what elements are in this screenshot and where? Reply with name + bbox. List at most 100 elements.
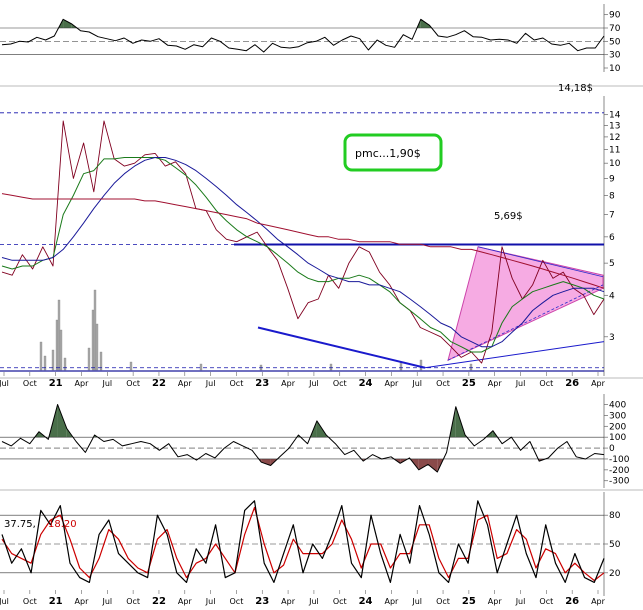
stoch-x-tick-label: Oct bbox=[436, 597, 450, 606]
volume-bar bbox=[199, 363, 203, 371]
price-y-tick-label: 4 bbox=[609, 291, 615, 301]
price-x-tick-label: 21 bbox=[49, 378, 63, 389]
ma-mid-line bbox=[1, 157, 605, 348]
rsi-y-tick-label: 70 bbox=[609, 24, 621, 34]
triangle-lower-edge bbox=[447, 284, 604, 361]
stoch-x-tick-label: Oct bbox=[23, 597, 37, 606]
stoch-x-tick-label: Apr bbox=[75, 597, 90, 606]
cci-y-tick-label: 0 bbox=[609, 444, 615, 454]
ma-long-line bbox=[1, 193, 605, 289]
price-x-tick-label: Jul bbox=[411, 379, 422, 388]
pmc-label: pmc...1,90$ bbox=[355, 147, 421, 160]
price-x-tick-label: 25 bbox=[462, 378, 476, 389]
volume-bar bbox=[57, 299, 61, 371]
stoch-x-tick-label: Jul bbox=[411, 597, 422, 606]
stoch-x-tick-label: Oct bbox=[126, 597, 140, 606]
stoch-x-tick-label: Jul bbox=[205, 597, 216, 606]
volume-bar bbox=[39, 341, 43, 371]
stoch-x-tick-label: Apr bbox=[384, 597, 399, 606]
price-y-tick-label: 12 bbox=[609, 133, 620, 143]
price-y-tick-label: 10 bbox=[609, 159, 621, 169]
price-x-tick-label: Jul bbox=[308, 379, 319, 388]
price-x-tick-label: Jul bbox=[515, 379, 526, 388]
volume-bar bbox=[55, 319, 59, 371]
volume-bar bbox=[63, 357, 67, 371]
volume-bar bbox=[399, 361, 403, 371]
price-y-tick-label: 14 bbox=[609, 111, 621, 121]
stoch-k-readout: 37.75, bbox=[4, 519, 36, 530]
cci-negative-fill bbox=[418, 458, 429, 470]
stoch-x-tick-label: Apr bbox=[281, 597, 296, 606]
stoch-x-tick-label: 23 bbox=[255, 596, 269, 606]
stoch-x-tick-label: Jul bbox=[101, 597, 112, 606]
cci-y-tick-label: -300 bbox=[609, 477, 630, 487]
cci-negative-fill bbox=[428, 458, 438, 473]
stoch-x-tick-label: 22 bbox=[152, 596, 166, 606]
resistance-price-label: 5,69$ bbox=[494, 211, 523, 222]
price-y-tick-label: 5 bbox=[609, 259, 615, 269]
stoch-x-tick-label: Oct bbox=[333, 597, 347, 606]
stoch-x-tick-label: 25 bbox=[462, 596, 476, 606]
price-x-tick-label: Apr bbox=[281, 379, 296, 388]
cci-y-tick-label: 100 bbox=[609, 433, 626, 443]
stoch-y-tick-label: 20 bbox=[609, 569, 621, 579]
stoch-x-tick-label: Jul bbox=[515, 597, 526, 606]
stoch-x-tick-label: 26 bbox=[565, 596, 579, 606]
volume-bar bbox=[469, 363, 473, 371]
volume-bar bbox=[51, 349, 55, 371]
price-x-tick-label: Oct bbox=[230, 379, 244, 388]
ma-short-line bbox=[1, 157, 605, 353]
price-x-tick-label: Jul bbox=[205, 379, 216, 388]
price-y-tick-label: 7 bbox=[609, 211, 615, 221]
cci-negative-fill bbox=[261, 458, 271, 466]
stoch-y-tick-label: 80 bbox=[609, 511, 621, 521]
price-y-tick-label: 6 bbox=[609, 233, 615, 243]
price-x-tick-label: Jul bbox=[0, 379, 9, 388]
stoch-x-tick-label: Jul bbox=[0, 597, 9, 606]
price-x-tick-label: 26 bbox=[565, 378, 579, 389]
cci-line bbox=[1, 404, 605, 473]
stoch-x-tick-label: 21 bbox=[49, 596, 63, 606]
stoch-k-line bbox=[1, 500, 605, 584]
stoch-x-tick-label: 24 bbox=[359, 596, 373, 606]
stoch-x-tick-label: Oct bbox=[230, 597, 244, 606]
rsi-y-tick-label: 90 bbox=[609, 11, 621, 21]
rsi-overbought-fill bbox=[63, 19, 72, 28]
price-x-tick-label: Oct bbox=[436, 379, 450, 388]
stoch-d-readout: 18.20 bbox=[48, 519, 77, 530]
volume-bar bbox=[419, 359, 423, 371]
price-x-tick-label: Oct bbox=[23, 379, 37, 388]
price-y-tick-label: 8 bbox=[609, 191, 615, 201]
stoch-y-tick-label: 50 bbox=[609, 540, 621, 550]
price-x-tick-label: Oct bbox=[539, 379, 553, 388]
cci-y-tick-label: 400 bbox=[609, 401, 626, 411]
price-x-tick-label: Apr bbox=[178, 379, 193, 388]
price-line bbox=[1, 120, 605, 364]
price-x-tick-label: Apr bbox=[384, 379, 399, 388]
volume-bar bbox=[99, 351, 103, 371]
price-y-tick-label: 13 bbox=[609, 121, 620, 131]
price-x-tick-label: Apr bbox=[75, 379, 90, 388]
volume-bar bbox=[87, 347, 91, 371]
stoch-x-tick-label: Apr bbox=[591, 597, 606, 606]
volume-bar bbox=[95, 323, 99, 371]
price-x-tick-label: Oct bbox=[126, 379, 140, 388]
pmc-label-box bbox=[343, 133, 443, 172]
volume-bar bbox=[91, 309, 95, 371]
rsi-y-tick-label: 30 bbox=[609, 51, 621, 61]
cci-y-tick-label: -100 bbox=[609, 455, 630, 465]
price-x-tick-label: 22 bbox=[152, 378, 166, 389]
price-x-tick-label: 24 bbox=[359, 378, 373, 389]
price-y-tick-label: 9 bbox=[609, 174, 615, 184]
price-x-tick-label: Oct bbox=[333, 379, 347, 388]
cci-y-tick-label: 200 bbox=[609, 422, 626, 432]
price-y-tick-label: 11 bbox=[609, 145, 620, 155]
price-x-tick-label: Apr bbox=[488, 379, 503, 388]
triangle-upper-edge bbox=[477, 246, 604, 278]
price-x-tick-label: Jul bbox=[101, 379, 112, 388]
price-x-tick-label: 23 bbox=[255, 378, 269, 389]
high-price-label: 14,18$ bbox=[558, 83, 593, 94]
price-y-tick-label: 3 bbox=[609, 333, 615, 343]
